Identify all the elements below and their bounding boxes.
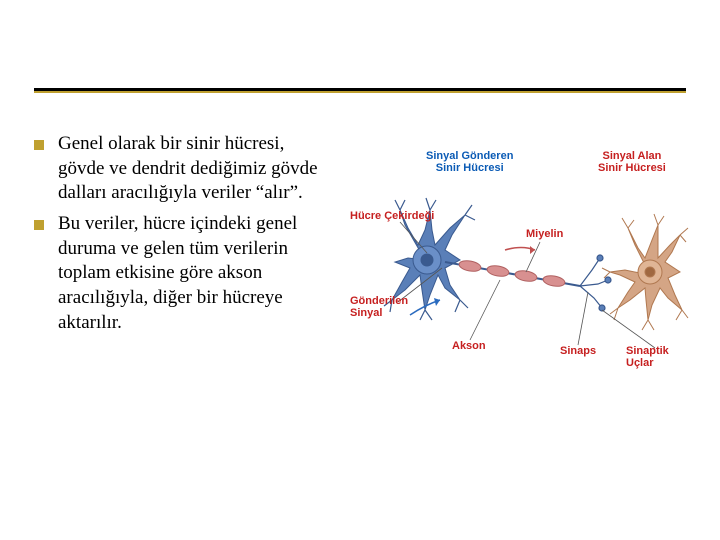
bullet-text: Bu veriler, hücre içindeki genel duruma …: [58, 212, 334, 335]
neuron-diagram: Sinyal Gönderen Sinir Hücresi Sinyal Ala…: [350, 132, 690, 380]
diagram-canvas: Sinyal Gönderen Sinir Hücresi Sinyal Ala…: [350, 150, 690, 380]
list-item: Genel olarak bir sinir hücresi, gövde ve…: [34, 132, 334, 206]
label-nucleus: Hücre Çekirdeği: [350, 210, 434, 222]
label-synapse: Sinaps: [560, 345, 596, 357]
slide-content: Genel olarak bir sinir hücresi, gövde ve…: [34, 132, 686, 380]
list-item: Bu veriler, hücre içindeki genel duruma …: [34, 212, 334, 335]
bullet-icon: [34, 220, 44, 230]
bullet-icon: [34, 140, 44, 150]
label-signal-sent: Gönderilen Sinyal: [350, 295, 408, 319]
label-axon: Akson: [452, 340, 486, 352]
label-sending-neuron: Sinyal Gönderen Sinir Hücresi: [426, 150, 513, 174]
label-receiving-neuron: Sinyal Alan Sinir Hücresi: [598, 150, 666, 174]
label-synaptic-ends: Sinaptik Uçlar: [626, 345, 690, 369]
label-myelin: Miyelin: [526, 228, 563, 240]
bullet-list: Genel olarak bir sinir hücresi, gövde ve…: [34, 132, 334, 380]
bullet-text: Genel olarak bir sinir hücresi, gövde ve…: [58, 132, 334, 206]
header-rule-accent: [34, 91, 686, 93]
